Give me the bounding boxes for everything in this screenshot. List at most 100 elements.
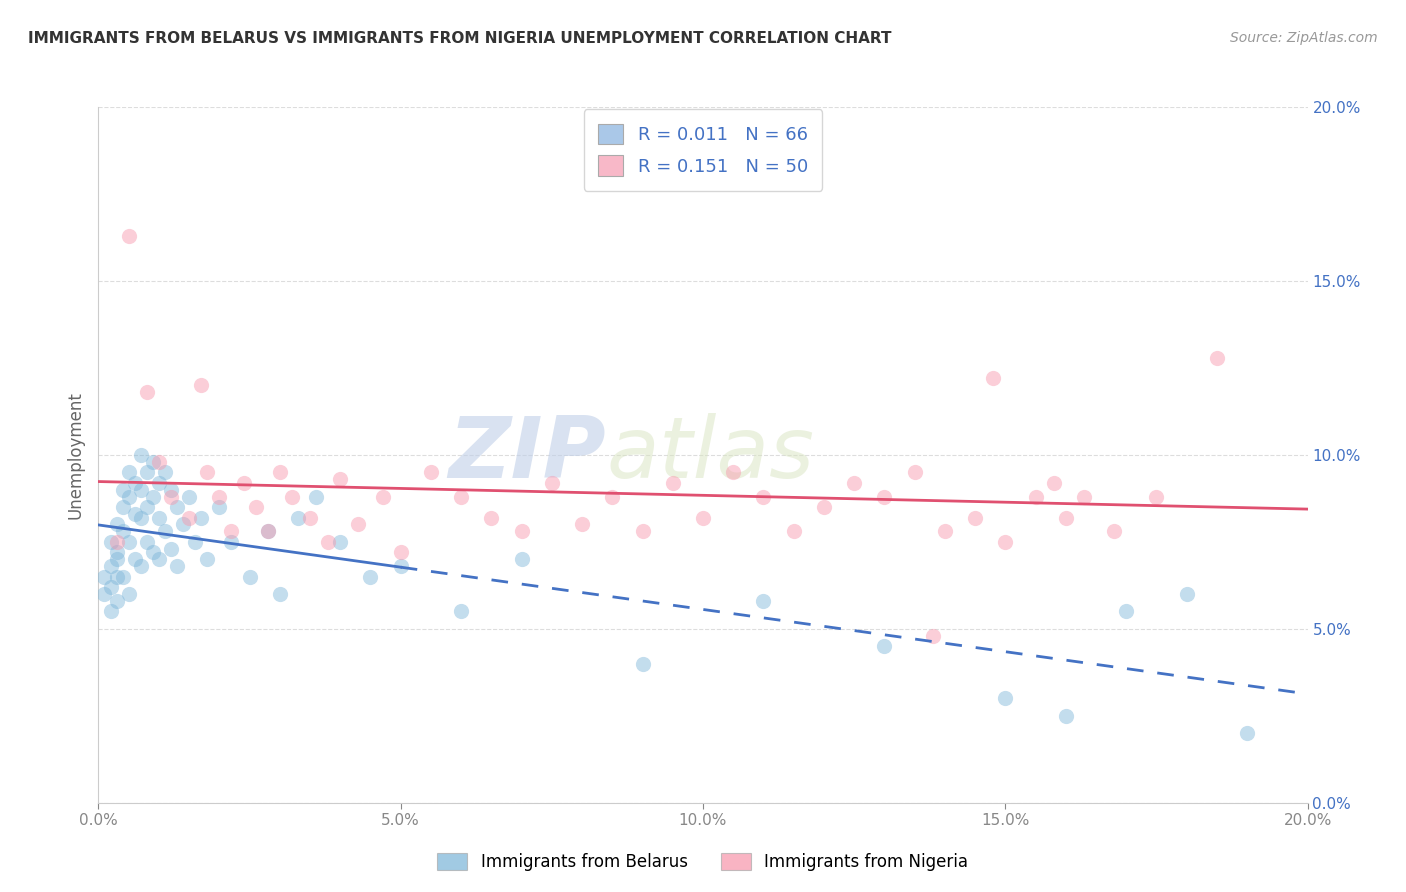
Point	[1054, 510, 1077, 524]
Point	[844, 475, 866, 490]
Point	[510, 552, 533, 566]
Point	[105, 534, 128, 549]
Point	[873, 490, 896, 504]
Point	[190, 510, 212, 524]
Point	[329, 472, 352, 486]
Point	[1042, 475, 1064, 490]
Point	[118, 490, 141, 504]
Point	[177, 490, 201, 504]
Point	[105, 552, 128, 566]
Point	[148, 475, 170, 490]
Point	[316, 534, 339, 549]
Point	[105, 517, 128, 532]
Point	[135, 534, 157, 549]
Point	[571, 517, 593, 532]
Point	[135, 500, 157, 514]
Text: atlas: atlas	[606, 413, 814, 497]
Point	[450, 605, 472, 619]
Point	[148, 510, 170, 524]
Point	[965, 510, 987, 524]
Point	[904, 466, 927, 480]
Point	[195, 552, 218, 566]
Point	[124, 475, 146, 490]
Point	[172, 517, 194, 532]
Point	[148, 552, 170, 566]
Point	[148, 455, 170, 469]
Point	[1024, 490, 1046, 504]
Point	[118, 228, 141, 243]
Point	[269, 587, 291, 601]
Point	[129, 510, 152, 524]
Point	[208, 490, 231, 504]
Point	[934, 524, 956, 539]
Point	[221, 524, 243, 539]
Point	[160, 483, 183, 497]
Point	[100, 580, 122, 594]
Point	[142, 545, 165, 559]
Point	[1206, 351, 1229, 365]
Point	[153, 466, 176, 480]
Point	[692, 510, 714, 524]
Point	[135, 385, 157, 400]
Point	[347, 517, 370, 532]
Point	[269, 466, 291, 480]
Point	[129, 448, 152, 462]
Point	[661, 475, 683, 490]
Point	[299, 510, 322, 524]
Point	[752, 594, 775, 608]
Text: Source: ZipAtlas.com: Source: ZipAtlas.com	[1230, 31, 1378, 45]
Point	[129, 483, 152, 497]
Point	[160, 541, 183, 556]
Point	[540, 475, 562, 490]
Point	[166, 500, 188, 514]
Point	[371, 490, 394, 504]
Point	[111, 483, 134, 497]
Point	[389, 545, 412, 559]
Point	[602, 490, 624, 504]
Point	[245, 500, 267, 514]
Point	[1073, 490, 1095, 504]
Point	[921, 629, 943, 643]
Point	[419, 466, 441, 480]
Point	[93, 570, 115, 584]
Point	[631, 524, 654, 539]
Point	[177, 510, 201, 524]
Point	[184, 534, 207, 549]
Text: IMMIGRANTS FROM BELARUS VS IMMIGRANTS FROM NIGERIA UNEMPLOYMENT CORRELATION CHAR: IMMIGRANTS FROM BELARUS VS IMMIGRANTS FR…	[28, 31, 891, 46]
Point	[111, 500, 134, 514]
Point	[631, 657, 654, 671]
Point	[124, 507, 146, 521]
Point	[129, 559, 152, 574]
Point	[1144, 490, 1167, 504]
Point	[190, 378, 212, 392]
Point	[782, 524, 804, 539]
Point	[450, 490, 472, 504]
Point	[118, 534, 141, 549]
Point	[813, 500, 835, 514]
Point	[287, 510, 309, 524]
Point	[160, 490, 183, 504]
Point	[256, 524, 278, 539]
Y-axis label: Unemployment: Unemployment	[66, 391, 84, 519]
Point	[105, 545, 128, 559]
Point	[124, 552, 146, 566]
Point	[111, 570, 134, 584]
Point	[221, 534, 243, 549]
Point	[329, 534, 352, 549]
Point	[256, 524, 278, 539]
Point	[142, 490, 165, 504]
Point	[118, 587, 141, 601]
Point	[208, 500, 231, 514]
Point	[153, 524, 176, 539]
Point	[873, 639, 896, 653]
Point	[1102, 524, 1125, 539]
Point	[752, 490, 775, 504]
Point	[111, 524, 134, 539]
Legend: Immigrants from Belarus, Immigrants from Nigeria: Immigrants from Belarus, Immigrants from…	[429, 845, 977, 880]
Point	[481, 510, 503, 524]
Point	[994, 534, 1017, 549]
Point	[389, 559, 412, 574]
Point	[1175, 587, 1198, 601]
Point	[721, 466, 744, 480]
Point	[305, 490, 328, 504]
